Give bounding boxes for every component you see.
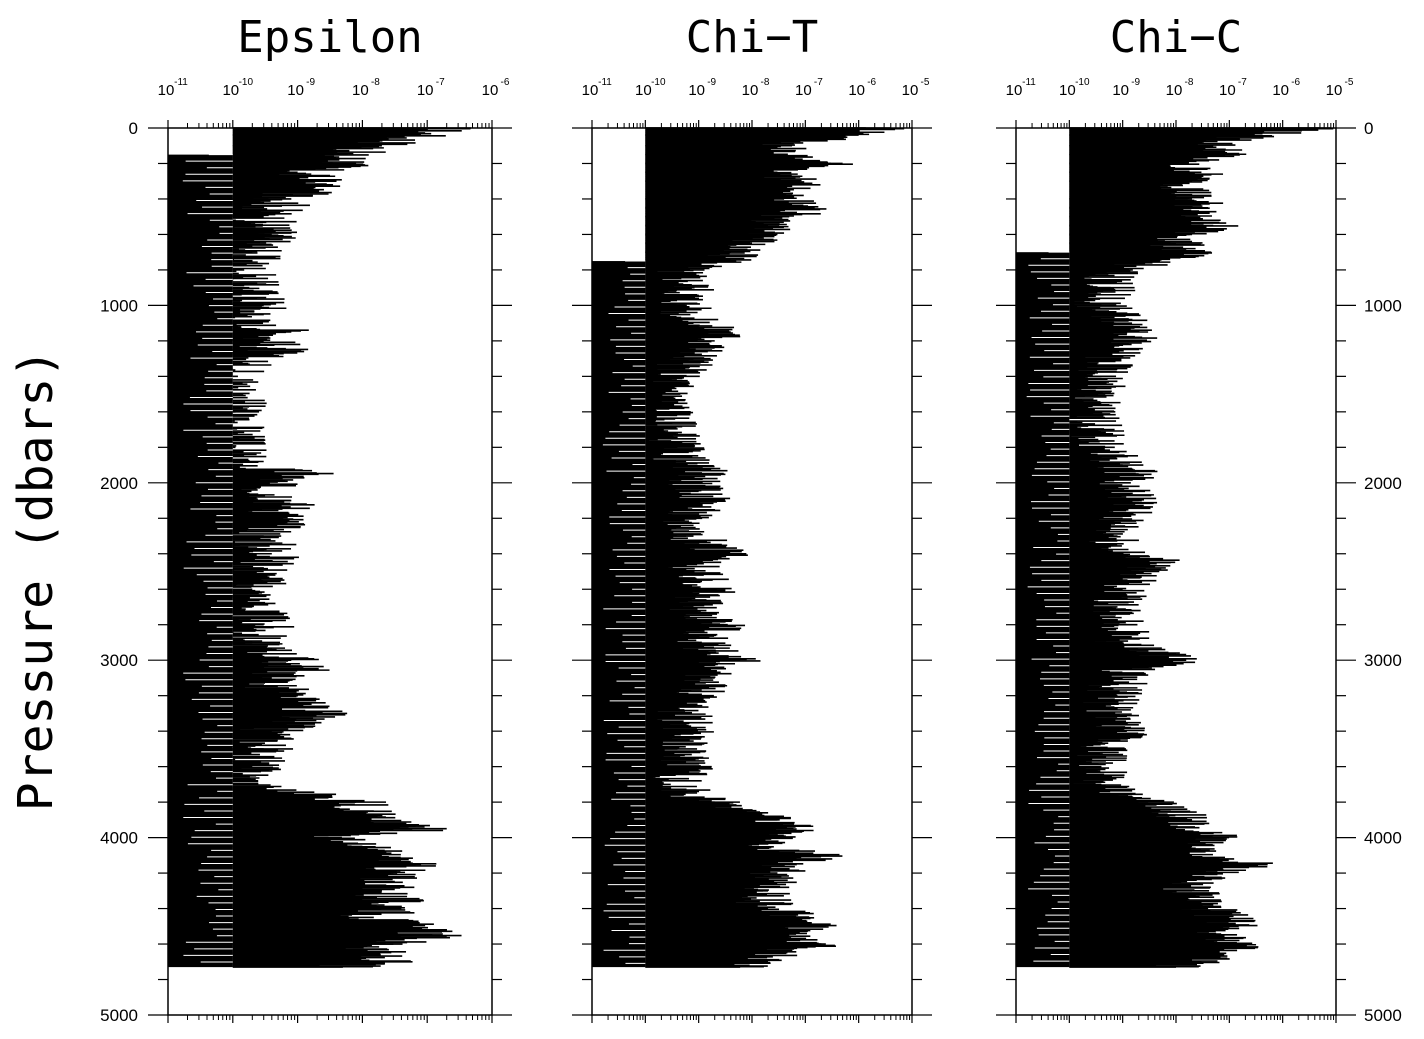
x-tick-label: 10 bbox=[1006, 82, 1023, 99]
x-tick-label: 10 bbox=[222, 82, 239, 99]
x-tick-label: 10 bbox=[1272, 82, 1289, 99]
y-tick-label: 2000 bbox=[1364, 474, 1402, 493]
x-tick-exponent: -8 bbox=[1185, 77, 1194, 88]
x-tick-exponent: -7 bbox=[436, 77, 445, 88]
x-tick-label: 10 bbox=[158, 82, 175, 99]
chart-title: Epsilon bbox=[237, 12, 422, 63]
x-tick-exponent: -11 bbox=[1022, 77, 1036, 88]
x-tick-label: 10 bbox=[742, 82, 759, 99]
x-tick-label: 10 bbox=[482, 82, 499, 99]
x-tick-exponent: -5 bbox=[921, 77, 930, 88]
x-tick-exponent: -11 bbox=[598, 77, 612, 88]
y-tick-label: 4000 bbox=[1364, 829, 1402, 848]
y-tick-label: 1000 bbox=[100, 296, 138, 315]
x-tick-exponent: -9 bbox=[1131, 77, 1140, 88]
x-tick-exponent: -7 bbox=[1238, 77, 1247, 88]
x-tick-exponent: -6 bbox=[501, 77, 510, 88]
x-tick-exponent: -8 bbox=[371, 77, 380, 88]
x-tick-label: 10 bbox=[1112, 82, 1129, 99]
x-tick-label: 10 bbox=[417, 82, 434, 99]
x-tick-label: 10 bbox=[352, 82, 369, 99]
x-tick-exponent: -10 bbox=[239, 77, 254, 88]
chart-panel-3: Chi−C10 -11 10 -10 10 -9 10 -8 10 -7 10 -6 10 -501000… bbox=[996, 12, 1402, 1025]
x-tick-label: 10 bbox=[902, 82, 919, 99]
y-tick-label: 4000 bbox=[100, 829, 138, 848]
x-tick-exponent: -9 bbox=[707, 77, 716, 88]
x-tick-exponent: -8 bbox=[761, 77, 770, 88]
x-tick-exponent: -6 bbox=[867, 77, 876, 88]
y-tick-label: 3000 bbox=[100, 651, 138, 670]
x-tick-label: 10 bbox=[1326, 82, 1343, 99]
chart-title: Chi−T bbox=[686, 12, 818, 63]
y-axis-label: Pressure (dbars) bbox=[8, 349, 64, 811]
x-tick-label: 10 bbox=[1166, 82, 1183, 99]
y-tick-label: 1000 bbox=[1364, 296, 1402, 315]
x-tick-label: 10 bbox=[848, 82, 865, 99]
y-tick-label: 5000 bbox=[100, 1006, 138, 1025]
x-tick-exponent: -10 bbox=[651, 77, 666, 88]
x-tick-exponent: -7 bbox=[814, 77, 823, 88]
x-tick-label: 10 bbox=[582, 82, 599, 99]
x-tick-label: 10 bbox=[635, 82, 652, 99]
background-floor bbox=[1016, 252, 1070, 968]
x-tick-exponent: -9 bbox=[306, 77, 315, 88]
x-tick-label: 10 bbox=[1059, 82, 1076, 99]
x-tick-exponent: -11 bbox=[174, 77, 188, 88]
chart-panel-2: Chi−T10 -11 10 -10 10 -9 10 -8 10 -7 10 -6 10 -5 bbox=[572, 12, 932, 1023]
x-tick-label: 10 bbox=[287, 82, 304, 99]
x-tick-exponent: -6 bbox=[1291, 77, 1300, 88]
background-floor bbox=[168, 154, 233, 968]
y-tick-label: 3000 bbox=[1364, 651, 1402, 670]
x-tick-exponent: -5 bbox=[1345, 77, 1354, 88]
x-tick-exponent: -10 bbox=[1075, 77, 1090, 88]
y-tick-label: 2000 bbox=[100, 474, 138, 493]
x-tick-label: 10 bbox=[795, 82, 812, 99]
x-tick-label: 10 bbox=[1219, 82, 1236, 99]
y-tick-label: 0 bbox=[129, 119, 138, 138]
chart-title: Chi−C bbox=[1110, 12, 1242, 63]
y-tick-label: 0 bbox=[1364, 119, 1373, 138]
x-tick-label: 10 bbox=[688, 82, 705, 99]
y-tick-label: 5000 bbox=[1364, 1006, 1402, 1025]
background-floor bbox=[592, 261, 646, 968]
